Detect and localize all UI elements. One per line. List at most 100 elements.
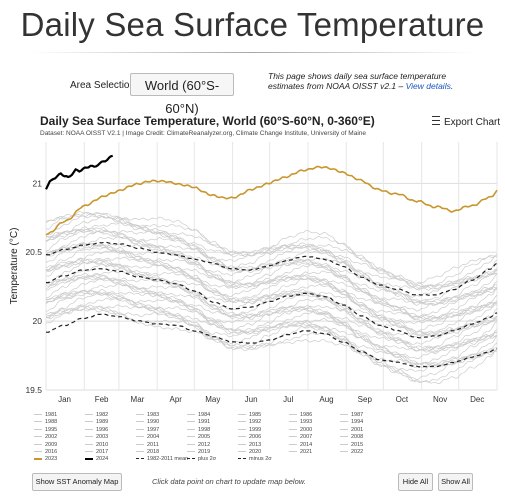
legend-swatch — [85, 443, 93, 445]
legend-item[interactable]: 1988 — [34, 419, 57, 426]
legend-item[interactable]: 2007 — [289, 434, 312, 441]
legend-item[interactable]: plus 2σ — [187, 456, 216, 463]
legend-item[interactable]: 2024 — [85, 456, 108, 463]
legend-item[interactable]: 2016 — [34, 449, 57, 456]
export-chart-button[interactable]: Export Chart — [432, 116, 500, 128]
legend-item[interactable]: 2011 — [136, 442, 159, 449]
year-line-2003 — [46, 256, 498, 324]
legend-item[interactable]: 1984 — [187, 412, 210, 419]
legend-item[interactable]: 1999 — [238, 427, 261, 434]
view-details-link[interactable]: View details — [405, 81, 451, 91]
legend-item[interactable]: 2001 — [340, 427, 363, 434]
y-tick-label: 20.5 — [25, 247, 42, 257]
axis-layer: 19.5 20 20.5 21 Jan Feb Mar Apr May Jun Jul Aug Sep O… — [9, 178, 484, 404]
area-selection-label: Area Selection: — [70, 80, 138, 91]
year-line-2005 — [45, 244, 498, 320]
x-tick-label: Mar — [131, 395, 145, 404]
chart-legend: 1981 1988 1995 2002 2009 2016 2023 1982 1989 1996… — [34, 412, 504, 464]
legend-item[interactable]: 2012 — [187, 442, 210, 449]
year-line-1993 — [45, 273, 498, 353]
legend-item[interactable]: 1982 — [85, 412, 108, 419]
legend-swatch — [85, 457, 93, 460]
legend-label: 1982-2011 mean — [147, 456, 189, 463]
legend-item[interactable]: 2020 — [238, 449, 261, 456]
legend-swatch — [136, 458, 144, 460]
legend-item[interactable]: 1985 — [238, 412, 261, 419]
legend-item[interactable]: 2004 — [136, 434, 159, 441]
legend-item[interactable]: 1992 — [238, 419, 261, 426]
legend-item[interactable]: 1989 — [85, 419, 108, 426]
year-line-2002 — [45, 261, 498, 333]
legend-swatch — [136, 421, 144, 423]
legend-item[interactable]: 2014 — [289, 442, 312, 449]
legend-swatch — [238, 436, 246, 438]
legend-item[interactable]: minus 2σ — [238, 456, 272, 463]
legend-swatch — [340, 421, 348, 423]
legend-swatch — [85, 414, 93, 416]
legend-label: 1989 — [96, 419, 109, 426]
legend-item[interactable]: 2005 — [187, 434, 210, 441]
year-line-2007 — [45, 242, 498, 322]
legend-swatch — [187, 451, 195, 453]
legend-item[interactable]: 1986 — [289, 412, 312, 419]
legend-item[interactable]: 2010 — [85, 442, 108, 449]
legend-item[interactable]: 1998 — [187, 427, 210, 434]
legend-label: 1990 — [147, 419, 160, 426]
legend-item[interactable]: 2003 — [85, 434, 108, 441]
legend-item[interactable]: 1990 — [136, 419, 159, 426]
legend-item[interactable]: 1993 — [289, 419, 312, 426]
legend-label: 2021 — [300, 449, 313, 455]
legend-item[interactable]: 2013 — [238, 442, 261, 449]
title-divider — [30, 52, 475, 53]
legend-item[interactable]: 2021 — [289, 449, 312, 456]
legend-swatch — [340, 451, 348, 453]
legend-label: 1983 — [147, 412, 160, 418]
series-2023 — [45, 165, 498, 236]
legend-swatch — [85, 421, 93, 423]
legend-item[interactable]: 2019 — [187, 449, 210, 456]
year-line-2011 — [45, 230, 498, 304]
legend-label: 2010 — [96, 441, 109, 448]
legend-item[interactable]: 2006 — [238, 434, 261, 441]
legend-item[interactable]: 2023 — [34, 456, 57, 463]
sst-line-chart[interactable]: 19.5 20 20.5 21 Jan Feb Mar Apr May Jun Jul Aug Sep O… — [0, 140, 505, 410]
legend-swatch — [187, 428, 195, 430]
area-selection-dropdown[interactable]: World (60°S-60°N) — [130, 73, 234, 116]
legend-item[interactable]: 1995 — [34, 427, 57, 434]
x-tick-label: Nov — [433, 395, 447, 404]
year-line-2016 — [45, 222, 498, 291]
legend-item[interactable]: 1997 — [136, 427, 159, 434]
legend-item[interactable]: 2018 — [136, 449, 159, 456]
legend-item[interactable]: 2008 — [340, 434, 363, 441]
y-tick-label: 19.5 — [25, 385, 42, 395]
legend-item[interactable]: 1983 — [136, 412, 159, 419]
legend-swatch — [85, 451, 93, 453]
legend-swatch — [289, 436, 297, 438]
legend-label: 2020 — [249, 449, 262, 455]
legend-item[interactable]: 1991 — [187, 419, 210, 426]
legend-item[interactable]: 2022 — [340, 449, 363, 456]
legend-label: 2009 — [45, 441, 58, 448]
show-all-button[interactable]: Show All — [438, 473, 473, 491]
x-tick-label: Oct — [396, 395, 409, 404]
intro-text-end: . — [450, 81, 454, 91]
legend-item[interactable]: 1981 — [34, 412, 57, 419]
legend-swatch — [289, 421, 297, 423]
legend-item[interactable]: 1996 — [85, 427, 108, 434]
legend-item[interactable]: 2000 — [289, 427, 312, 434]
legend-item[interactable]: 2009 — [34, 442, 57, 449]
legend-item[interactable]: 2002 — [34, 434, 57, 441]
legend-swatch — [136, 443, 144, 445]
legend-item[interactable]: 1994 — [340, 419, 363, 426]
hide-all-button[interactable]: Hide All — [398, 473, 433, 491]
show-sst-anomaly-map-button[interactable]: Show SST Anomaly Map — [32, 473, 122, 491]
legend-item[interactable]: 1987 — [340, 412, 363, 419]
legend-swatch — [34, 421, 42, 423]
year-line-1983 — [45, 307, 498, 381]
legend-item[interactable]: 2017 — [85, 449, 108, 456]
legend-item[interactable]: 1982-2011 mean — [136, 456, 188, 463]
intro-text-body: This page shows daily sea surface temper… — [268, 71, 447, 91]
legend-label: 1999 — [249, 426, 262, 433]
legend-label: 1987 — [351, 412, 364, 418]
legend-item[interactable]: 2015 — [340, 442, 363, 449]
